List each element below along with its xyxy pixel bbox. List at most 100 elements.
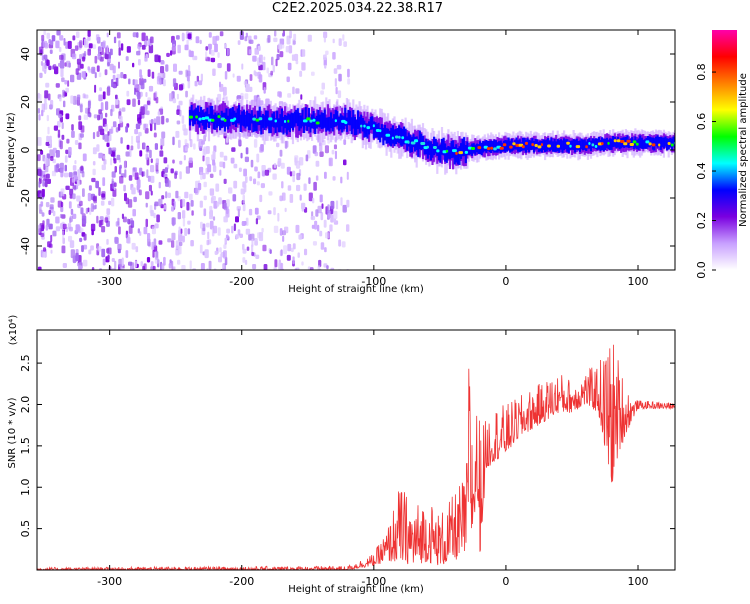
- heatmap-noise-cell: [279, 250, 283, 257]
- heatmap-noise-cell: [125, 197, 129, 205]
- heatmap-noise-cell: [178, 100, 183, 106]
- heatmap-signal-peak: [360, 124, 363, 128]
- heatmap-noise-cell: [279, 195, 283, 202]
- heatmap-noise-cell: [217, 227, 221, 236]
- heatmap-noise-cell: [235, 216, 239, 223]
- heatmap-signal-peak: [414, 139, 419, 143]
- heatmap-y-tick-label: 20: [19, 95, 32, 109]
- heatmap-signal-cell: [203, 112, 206, 130]
- heatmap-noise-cell: [330, 200, 335, 210]
- heatmap-noise-cell: [82, 56, 86, 62]
- heatmap-signal-peak: [445, 149, 449, 153]
- heatmap-signal-cell: [404, 128, 407, 145]
- heatmap-signal-cell: [561, 140, 564, 153]
- heatmap-signal-cell: [261, 113, 264, 128]
- heatmap-noise-cell: [37, 94, 42, 103]
- heatmap-noise-cell: [112, 74, 116, 81]
- heatmap-signal-cell: [196, 105, 199, 125]
- heatmap-noise-cell: [166, 52, 170, 57]
- heatmap-noise-cell: [48, 65, 52, 71]
- heatmap-noise-cell: [187, 33, 192, 39]
- heatmap-noise-cell: [100, 200, 105, 206]
- heatmap-noise-cell: [312, 145, 317, 154]
- heatmap-noise-cell: [38, 181, 41, 188]
- heatmap-signal-cell: [230, 112, 233, 134]
- heatmap-noise-cell: [319, 230, 323, 237]
- heatmap-signal-cell: [602, 138, 605, 152]
- heatmap-noise-cell: [205, 46, 209, 51]
- heatmap-noise-cell: [250, 233, 255, 241]
- heatmap-noise-cell: [137, 99, 141, 106]
- snr-y-tick-label: 2.5: [19, 354, 32, 372]
- heatmap-noise-cell: [49, 135, 52, 145]
- heatmap-signal-cell: [225, 108, 228, 127]
- snr-x-tick-label: 100: [628, 575, 649, 588]
- heatmap-noise-cell: [338, 239, 342, 247]
- heatmap-signal-cell: [372, 121, 375, 139]
- snr-x-ticks: -300 -200 -100 0 100: [97, 330, 649, 588]
- heatmap-signal-peak: [591, 143, 595, 147]
- heatmap-noise-cell: [185, 69, 189, 78]
- heatmap-noise-cell: [118, 61, 120, 69]
- heatmap-signal-cell: [583, 139, 586, 150]
- heatmap-noise-cell: [44, 165, 49, 173]
- heatmap-noise-cell: [249, 86, 253, 92]
- heatmap-noise-cell: [113, 158, 117, 164]
- heatmap-signal-peak: [629, 143, 634, 146]
- heatmap-noise-cell: [342, 204, 347, 213]
- heatmap-noise-cell: [135, 246, 139, 253]
- heatmap-signal-peak: [575, 145, 581, 149]
- heatmap-signal-cell: [288, 114, 291, 133]
- heatmap-y-tick-label: -20: [19, 189, 32, 207]
- heatmap-noise-cell: [118, 258, 123, 267]
- heatmap-signal-cell: [246, 110, 249, 127]
- heatmap-signal-peak: [537, 145, 542, 149]
- snr-y-tick-label: 2.0: [19, 396, 32, 414]
- heatmap-noise-cell: [249, 39, 254, 44]
- heatmap-noise-cell: [223, 250, 227, 259]
- heatmap-noise-cell: [135, 135, 140, 143]
- heatmap-noise-cell: [50, 156, 54, 161]
- heatmap-noise-cell: [273, 225, 279, 233]
- heatmap-noise-cell: [138, 59, 141, 66]
- heatmap-noise-cell: [165, 118, 169, 123]
- heatmap-noise-cell: [110, 108, 113, 117]
- heatmap-noise-cell: [151, 71, 155, 79]
- colorbar-gradient: [712, 30, 737, 270]
- heatmap-signal-cell: [355, 104, 358, 134]
- heatmap-noise-cell: [62, 223, 67, 230]
- heatmap-noise-cell: [175, 130, 180, 138]
- heatmap-noise-cell: [156, 214, 160, 223]
- heatmap-signal-cell: [192, 110, 195, 127]
- heatmap-noise-cell: [110, 158, 113, 166]
- heatmap-y-tick-label: -40: [19, 237, 32, 255]
- heatmap-noise-cell: [205, 167, 209, 175]
- heatmap-noise-cell: [144, 55, 147, 62]
- heatmap-noise-cell: [249, 74, 253, 81]
- heatmap-signal-cell: [265, 110, 268, 128]
- heatmap-noise-cell: [331, 149, 335, 155]
- heatmap-noise-cell: [209, 209, 213, 218]
- heatmap-noise-cell: [203, 208, 207, 217]
- heatmap-noise-cell: [338, 38, 342, 46]
- heatmap-signal-cell: [366, 123, 369, 139]
- heatmap-signal-peak: [198, 117, 202, 121]
- heatmap-noise-cell: [125, 151, 130, 157]
- heatmap-noise-cell: [187, 79, 191, 89]
- heatmap-noise-cell: [346, 224, 350, 232]
- heatmap-noise-cell: [277, 91, 282, 97]
- snr-y-scale-label: (x10⁴): [8, 315, 19, 346]
- heatmap-noise-cell: [130, 145, 134, 151]
- heatmap-noise-cell: [219, 31, 224, 37]
- heatmap-signal-cell: [448, 146, 452, 160]
- heatmap-noise-cell: [150, 261, 154, 267]
- heatmap-noise-cell: [161, 131, 166, 139]
- heatmap-noise-cell: [58, 113, 62, 118]
- heatmap-noise-cell: [50, 197, 55, 203]
- heatmap-signal-peak: [274, 119, 277, 123]
- heatmap-noise-cell: [165, 64, 169, 72]
- heatmap-noise-cell: [145, 191, 150, 200]
- heatmap-signal-cell: [390, 127, 393, 147]
- heatmap-signal-cell: [524, 139, 528, 153]
- heatmap-noise-cell: [50, 234, 53, 243]
